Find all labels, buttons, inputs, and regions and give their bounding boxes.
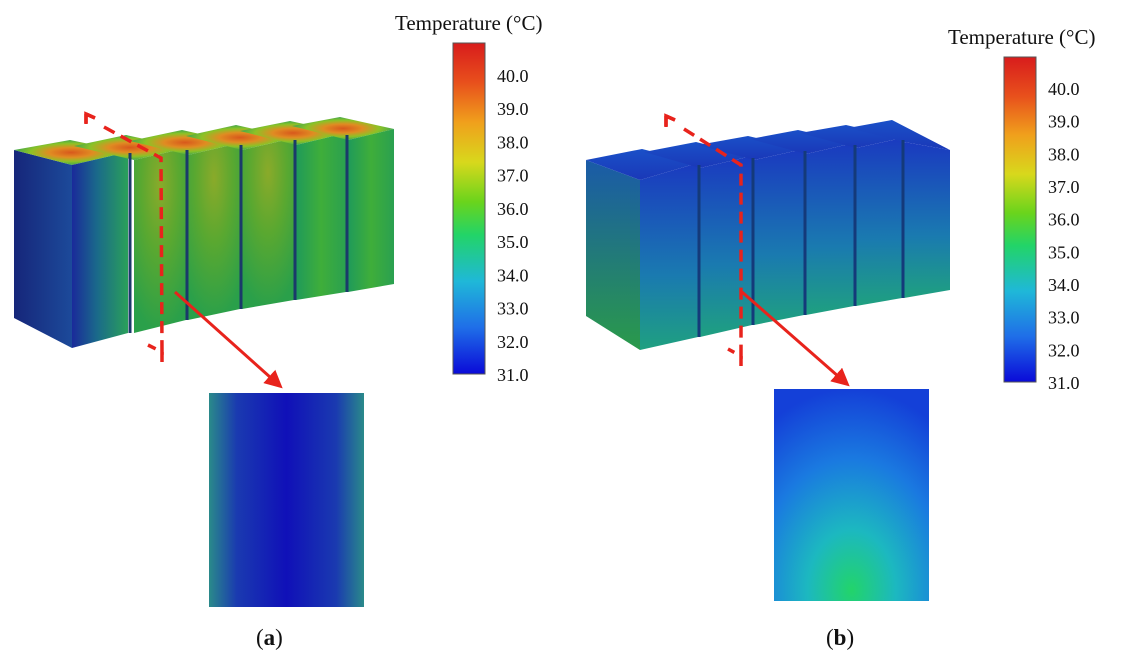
cell-top (644, 142, 752, 168)
section-plane-corner (664, 113, 676, 127)
colorbar-title: Temperature (°C) (948, 25, 1095, 49)
panel-label-open: ( (256, 625, 264, 650)
colorbar-tick-label: 33.0 (1048, 308, 1080, 328)
colorbar-title: Temperature (°C) (395, 11, 542, 35)
panel-label-letter: a (264, 625, 276, 650)
cell-front (806, 143, 854, 315)
colorbar-tick-label: 36.0 (497, 199, 529, 219)
panel-label-close: ) (275, 625, 283, 650)
colorbar-tick-label: 35.0 (1048, 242, 1080, 262)
colorbar-tick-label: 36.0 (1048, 210, 1080, 230)
colorbar-tick-label: 39.0 (497, 99, 529, 119)
section-zoom-view (209, 393, 364, 607)
cell-top (848, 120, 950, 150)
section-zoom-view (774, 389, 929, 601)
colorbar-tick-label: 31.0 (1048, 373, 1080, 393)
cell-top (292, 117, 394, 140)
cell-top (186, 125, 294, 150)
cell-front (754, 149, 804, 325)
panel-a: Temperature (°C) 40.0 39.0 38.0 37.0 36.0 35.… (14, 11, 542, 650)
panel-label-a: (a) (256, 625, 283, 650)
cell-top (698, 136, 804, 160)
zoom-arrow (741, 290, 850, 387)
cell-top (130, 130, 240, 155)
battery-module-b (586, 120, 950, 350)
colorbar-scale (452, 42, 486, 375)
panel-label-open: ( (826, 625, 834, 650)
cell-gaps (128, 135, 349, 333)
cell-top (240, 121, 346, 145)
cell-top (74, 135, 186, 160)
cell-front (72, 152, 128, 348)
colorbar-tick-label: 39.0 (1048, 112, 1080, 132)
panel-label-letter: b (834, 625, 847, 650)
colorbar-tick-label: 35.0 (497, 232, 529, 252)
colorbar-tick-label: 37.0 (497, 166, 529, 186)
panel-label-close: ) (846, 625, 854, 650)
colorbar-tick-label: 37.0 (1048, 177, 1080, 197)
colorbar-ticks: 40.0 39.0 38.0 37.0 36.0 35.0 34.0 33.0 32.0 31.0 (497, 66, 529, 385)
cell-front (640, 163, 698, 350)
panel-label-b: (b) (826, 625, 854, 650)
cell-front (242, 138, 294, 309)
panel-b: Temperature (°C) 40.0 39.0 38.0 37.0 36.0 35.… (586, 25, 1095, 650)
colorbar-scale (1003, 56, 1037, 383)
zoom-arrow (173, 290, 283, 389)
module-end-face (14, 150, 72, 348)
colorbar-tick-label: 31.0 (497, 365, 529, 385)
battery-module-a (14, 117, 394, 348)
colorbar-tick-label: 40.0 (497, 66, 529, 86)
cell-front (856, 138, 902, 306)
colorbar-b: Temperature (°C) 40.0 39.0 38.0 37.0 36.0 35.… (948, 25, 1095, 393)
cell-front (700, 156, 752, 337)
colorbar-tick-label: 32.0 (497, 332, 529, 352)
cell-front (188, 143, 240, 320)
colorbar-tick-label: 38.0 (1048, 144, 1080, 164)
cell-front (904, 142, 950, 298)
cell-front (348, 129, 394, 292)
module-end-face (586, 160, 640, 350)
colorbar-a: Temperature (°C) 40.0 39.0 38.0 37.0 36.0 35.… (395, 11, 542, 385)
cell-front (296, 133, 346, 300)
colorbar-tick-label: 34.0 (497, 265, 529, 285)
colorbar-tick-label: 40.0 (1048, 79, 1080, 99)
colorbar-ticks: 40.0 39.0 38.0 37.0 36.0 35.0 34.0 33.0 32.0 31.0 (1048, 79, 1080, 393)
cell-top (800, 125, 902, 148)
colorbar-tick-label: 32.0 (1048, 340, 1080, 360)
section-plane-corner (84, 111, 96, 124)
colorbar-tick-label: 34.0 (1048, 275, 1080, 295)
cell-gaps (697, 140, 905, 337)
colorbar-tick-label: 38.0 (497, 132, 529, 152)
cell-top (750, 130, 854, 154)
colorbar-tick-label: 33.0 (497, 299, 529, 319)
cell-front (134, 148, 186, 333)
